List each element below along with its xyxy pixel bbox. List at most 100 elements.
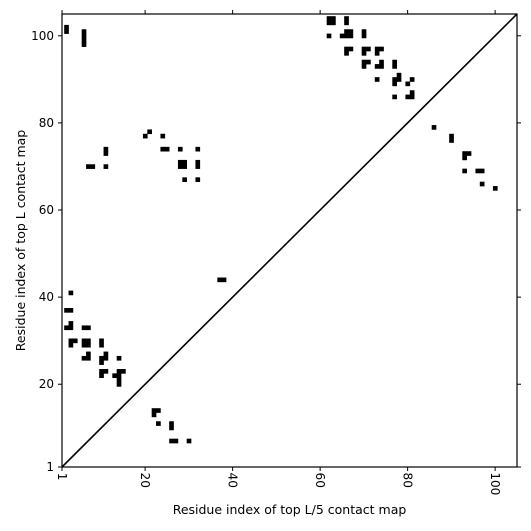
x-tick-label: 1 bbox=[55, 473, 69, 481]
contact-cell bbox=[374, 51, 380, 56]
contact-cell bbox=[99, 342, 104, 348]
contact-cell bbox=[361, 33, 367, 39]
contact-cell bbox=[81, 355, 87, 361]
contact-cell bbox=[374, 64, 380, 69]
contact-cell bbox=[169, 421, 174, 426]
contact-cell bbox=[64, 308, 69, 313]
contact-cell bbox=[379, 46, 384, 52]
contact-cell bbox=[68, 308, 74, 313]
x-tick-label: 60 bbox=[313, 473, 327, 488]
contact-cell bbox=[361, 46, 367, 52]
x-tick-label: 100 bbox=[488, 472, 502, 495]
contact-cell bbox=[81, 33, 87, 39]
contact-cell bbox=[348, 46, 354, 52]
contact-cell bbox=[374, 77, 380, 82]
contact-cell bbox=[449, 138, 454, 143]
contact-cell bbox=[81, 338, 87, 344]
contact-cell bbox=[103, 151, 109, 156]
contact-cell bbox=[409, 94, 415, 100]
contact-cell bbox=[64, 24, 69, 30]
contact-cell bbox=[195, 159, 201, 165]
contact-cell bbox=[361, 29, 367, 34]
contact-cell bbox=[344, 33, 349, 39]
contact-cell bbox=[68, 342, 74, 348]
contact-cell bbox=[177, 159, 183, 165]
contact-cell bbox=[99, 369, 104, 374]
contact-cell bbox=[169, 425, 174, 431]
contact-cell bbox=[151, 408, 157, 413]
contact-cell bbox=[103, 351, 109, 357]
contact-cell bbox=[99, 360, 104, 365]
contact-cell bbox=[147, 129, 152, 135]
contact-cell bbox=[86, 342, 91, 348]
contact-cell bbox=[86, 351, 91, 357]
contact-cell bbox=[116, 377, 122, 383]
contact-cell bbox=[344, 46, 349, 52]
contact-cell bbox=[344, 51, 349, 56]
contact-cell bbox=[186, 438, 192, 444]
contact-cell bbox=[103, 146, 109, 152]
contact-cell bbox=[64, 325, 69, 331]
contact-cell bbox=[99, 338, 104, 344]
contact-cell bbox=[81, 342, 87, 348]
contact-cell bbox=[177, 164, 183, 169]
contact-cell bbox=[344, 29, 349, 34]
contact-cell bbox=[409, 90, 415, 95]
contact-cell bbox=[116, 369, 122, 374]
y-tick-label: 1 bbox=[46, 460, 54, 474]
contact-cell bbox=[361, 51, 367, 56]
contact-cell bbox=[195, 146, 201, 152]
contact-cell bbox=[99, 355, 104, 361]
contact-cell bbox=[326, 16, 332, 21]
contact-cell bbox=[475, 168, 481, 174]
contact-cell bbox=[344, 16, 349, 21]
contact-cell bbox=[195, 177, 201, 182]
contact-cell bbox=[81, 37, 87, 43]
contact-cell bbox=[142, 133, 148, 139]
contact-cell bbox=[392, 94, 397, 100]
contact-cell bbox=[339, 33, 345, 39]
y-axis-label: Residue index of top L contact map bbox=[13, 130, 28, 351]
contact-cell bbox=[344, 20, 349, 26]
plot-frame bbox=[61, 13, 518, 468]
contact-cell bbox=[103, 164, 109, 169]
contact-cell bbox=[449, 133, 454, 139]
x-axis-label: Residue index of top L/5 contact map bbox=[173, 502, 407, 517]
contact-cell bbox=[177, 146, 183, 152]
contact-cell bbox=[86, 164, 91, 169]
contact-cell bbox=[392, 59, 397, 65]
contact-cell bbox=[151, 412, 157, 418]
contact-cell bbox=[116, 373, 122, 379]
contact-cell bbox=[116, 382, 122, 387]
contact-cell bbox=[392, 64, 397, 69]
contact-cell bbox=[492, 186, 498, 191]
contact-cell bbox=[431, 125, 437, 130]
contact-cell bbox=[361, 64, 367, 69]
contact-cell bbox=[72, 338, 78, 344]
contact-cell bbox=[374, 46, 380, 52]
contact-cell bbox=[462, 168, 467, 174]
contact-cell bbox=[86, 325, 91, 331]
diagonal-line bbox=[61, 13, 518, 468]
contact-cell bbox=[86, 338, 91, 344]
contact-cell bbox=[156, 421, 161, 426]
contact-cell bbox=[182, 164, 187, 169]
x-axis-ticks: 1 20 40 60 80 100 bbox=[55, 10, 502, 495]
contact-cell bbox=[462, 151, 467, 156]
contact-cell bbox=[462, 155, 467, 161]
y-tick-label: 60 bbox=[39, 203, 54, 217]
contact-cell bbox=[86, 355, 91, 361]
contact-cell bbox=[81, 29, 87, 34]
contact-cell bbox=[361, 59, 367, 65]
contact-cells bbox=[64, 16, 498, 444]
contact-cell bbox=[64, 29, 69, 34]
x-tick-label: 80 bbox=[401, 473, 415, 488]
contact-cell bbox=[160, 146, 166, 152]
contact-cell bbox=[348, 29, 354, 34]
contact-cell bbox=[326, 33, 332, 39]
contact-cell bbox=[68, 325, 74, 331]
contact-cell bbox=[182, 177, 187, 182]
contact-cell bbox=[160, 133, 166, 139]
contact-cell bbox=[68, 338, 74, 344]
